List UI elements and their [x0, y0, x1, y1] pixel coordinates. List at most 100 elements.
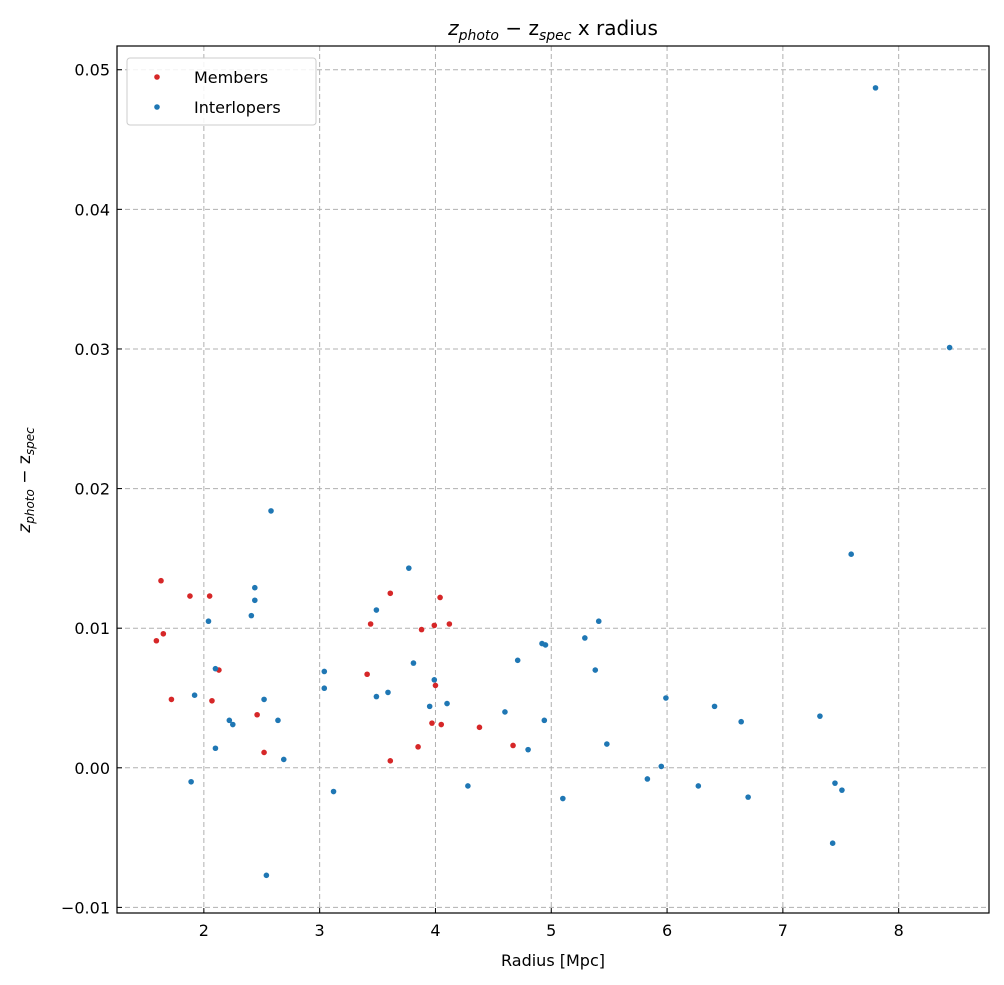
- point-interlopers: [595, 618, 602, 625]
- point-members: [429, 720, 435, 726]
- point-interlopers: [745, 794, 751, 800]
- legend-marker-interlopers: [154, 104, 160, 110]
- point-interlopers: [525, 746, 531, 753]
- y-tick-label: 0.01: [74, 619, 110, 638]
- point-interlopers: [465, 783, 471, 789]
- point-interlopers: [872, 85, 879, 91]
- y-tick-label: 0.05: [74, 61, 110, 80]
- point-interlopers: [502, 709, 508, 715]
- x-axis-label: Radius [Mpc]: [501, 951, 605, 970]
- point-interlopers: [252, 584, 258, 591]
- point-members: [367, 621, 374, 627]
- point-members: [438, 721, 445, 728]
- point-members: [432, 682, 439, 689]
- point-interlopers: [542, 642, 549, 648]
- point-members: [415, 744, 421, 750]
- point-members: [418, 626, 425, 633]
- legend-label-interlopers: Interlopers: [194, 98, 281, 117]
- point-members: [209, 697, 215, 704]
- y-tick-label: 0.04: [74, 200, 110, 219]
- point-members: [153, 637, 160, 644]
- point-interlopers: [373, 607, 380, 613]
- legend: Members Interlopers: [126, 57, 317, 126]
- point-interlopers: [658, 763, 665, 770]
- point-interlopers: [410, 660, 417, 666]
- point-interlopers: [738, 718, 744, 725]
- point-interlopers: [444, 700, 450, 707]
- point-members: [510, 742, 516, 749]
- point-interlopers: [280, 756, 287, 763]
- y-tick-label: 0.02: [74, 480, 110, 499]
- point-interlopers: [252, 597, 258, 604]
- point-members: [431, 622, 438, 629]
- point-interlopers: [275, 717, 281, 724]
- point-interlopers: [514, 657, 521, 664]
- point-interlopers: [406, 565, 412, 571]
- point-members: [387, 758, 394, 764]
- point-interlopers: [230, 721, 236, 728]
- point-members: [476, 724, 483, 731]
- point-interlopers: [604, 741, 610, 747]
- y-tick-label: 0.00: [74, 759, 110, 778]
- point-interlopers: [205, 618, 212, 625]
- point-members: [254, 711, 260, 718]
- point-members: [387, 590, 394, 597]
- point-interlopers: [268, 508, 274, 514]
- plot-frame: [116, 45, 990, 914]
- x-tick-label: 3: [315, 921, 325, 940]
- data-points: [153, 85, 953, 879]
- x-tick-label: 7: [778, 921, 788, 940]
- point-members: [160, 630, 167, 637]
- point-interlopers: [663, 695, 669, 701]
- point-interlopers: [946, 344, 953, 351]
- point-interlopers: [426, 703, 433, 710]
- point-interlopers: [582, 635, 588, 641]
- legend-label-members: Members: [194, 68, 268, 87]
- point-members: [168, 696, 175, 703]
- point-interlopers: [248, 612, 255, 619]
- point-interlopers: [212, 665, 219, 672]
- point-members: [364, 671, 370, 678]
- x-tick-label: 8: [894, 921, 904, 940]
- legend-marker-members: [154, 74, 160, 80]
- point-interlopers: [832, 780, 838, 786]
- y-tick-label: −0.01: [61, 898, 110, 917]
- point-interlopers: [263, 872, 270, 879]
- point-interlopers: [188, 778, 194, 785]
- x-tick-label: 6: [662, 921, 672, 940]
- point-interlopers: [848, 551, 854, 557]
- y-tick-label: 0.03: [74, 340, 110, 359]
- point-interlopers: [592, 667, 599, 673]
- axis-ticks: 2 3 4 5 6 7 8 −0.01 0.00 0.01 0.02 0.03 0.04 0.05: [61, 61, 904, 940]
- point-members: [187, 593, 193, 599]
- point-interlopers: [261, 696, 267, 703]
- point-interlopers: [385, 689, 391, 696]
- point-interlopers: [373, 693, 380, 700]
- point-interlopers: [191, 692, 198, 699]
- point-interlopers: [321, 685, 328, 692]
- point-interlopers: [541, 717, 548, 724]
- point-interlopers: [839, 787, 845, 793]
- point-interlopers: [711, 703, 718, 710]
- point-interlopers: [226, 717, 233, 724]
- x-tick-label: 2: [199, 921, 209, 940]
- chart-title: zphoto − zspec x radius: [447, 16, 658, 44]
- point-interlopers: [695, 783, 702, 789]
- point-members: [446, 621, 453, 627]
- point-interlopers: [212, 745, 219, 752]
- point-interlopers: [817, 713, 823, 719]
- x-tick-label: 5: [546, 921, 556, 940]
- point-interlopers: [829, 840, 836, 846]
- point-members: [158, 577, 164, 584]
- grid: [117, 46, 989, 913]
- point-interlopers: [330, 788, 337, 795]
- point-interlopers: [644, 776, 651, 782]
- point-members: [261, 749, 267, 756]
- y-axis-label: zphoto − zspec: [15, 427, 37, 534]
- point-members: [437, 594, 443, 601]
- point-interlopers: [560, 795, 566, 802]
- point-interlopers: [321, 668, 328, 675]
- x-tick-label: 4: [430, 921, 440, 940]
- point-interlopers: [431, 677, 438, 683]
